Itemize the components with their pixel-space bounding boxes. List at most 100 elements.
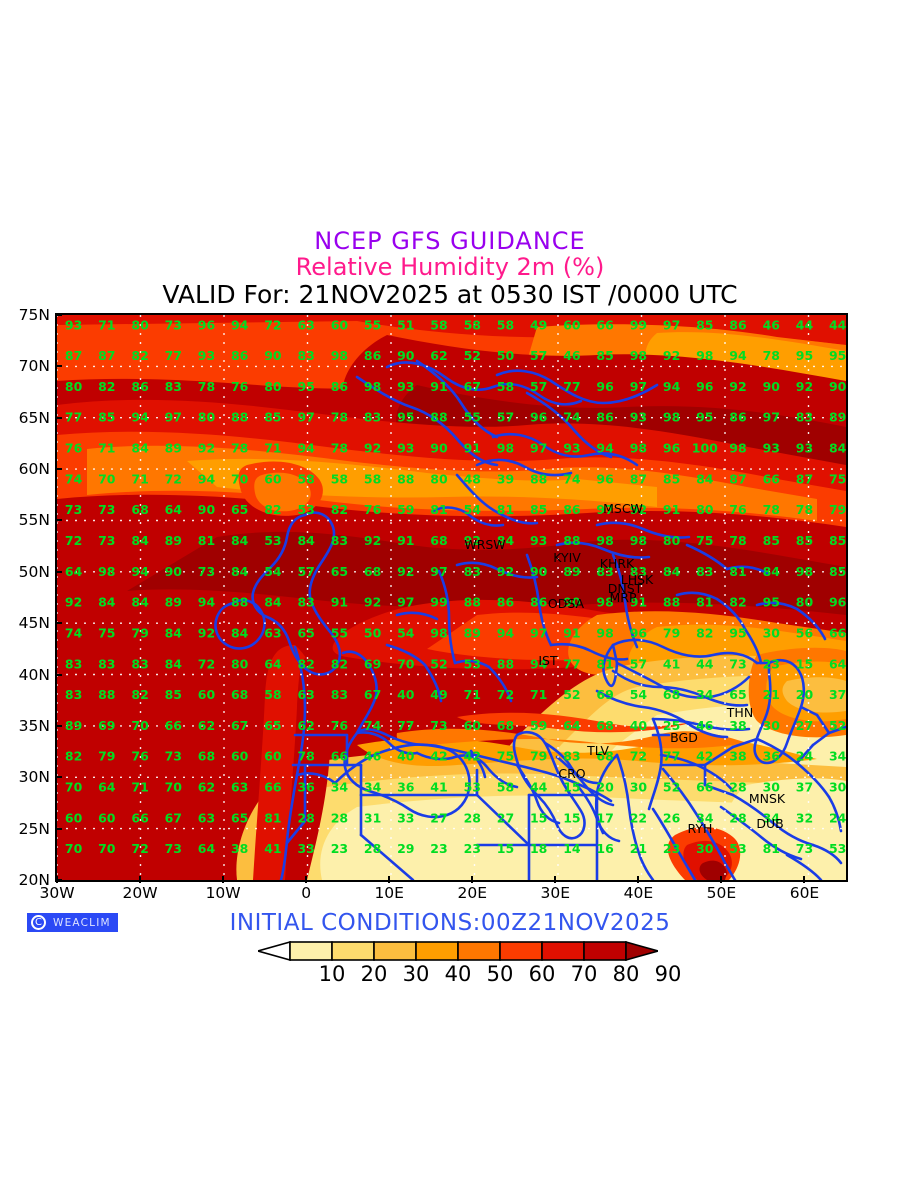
grid-value: 78 (729, 533, 746, 548)
grid-value: 51 (397, 317, 414, 332)
weaclim-logo[interactable]: C WEACLIM (27, 913, 118, 932)
grid-value: 70 (231, 471, 249, 486)
grid-value: 68 (198, 749, 215, 764)
grid-value: 74 (563, 410, 581, 425)
grid-value: 68 (231, 687, 248, 702)
grid-value: 36 (297, 780, 315, 795)
grid-value: 89 (165, 441, 182, 456)
grid-value: 97 (430, 564, 447, 579)
lon-tick (554, 876, 557, 883)
colorbar-swatch-70-80 (541, 941, 585, 961)
grid-value: 72 (198, 656, 215, 671)
colorbar-tick-70: 70 (570, 962, 598, 986)
lat-tick (55, 570, 62, 573)
grid-value: 84 (131, 533, 149, 548)
grid-value: 25 (663, 718, 680, 733)
lat-label-50N: 50N (18, 562, 50, 581)
grid-value: 84 (165, 656, 183, 671)
grid-value: 80 (65, 379, 83, 394)
grid-value: 84 (231, 533, 249, 548)
grid-value: 92 (464, 533, 481, 548)
grid-value: 97 (530, 626, 547, 641)
grid-value: 92 (364, 533, 381, 548)
grid-value: 71 (530, 687, 547, 702)
grid-value: 88 (231, 410, 248, 425)
grid-value: 44 (530, 780, 548, 795)
grid-value: 57 (530, 379, 547, 394)
grid-value: 71 (98, 317, 115, 332)
grid-value: 65 (729, 687, 746, 702)
grid-value: 82 (331, 502, 348, 517)
grid-value: 98 (630, 348, 647, 363)
map-canvas[interactable]: 93 71 80 73 96 94 72 63 60 55 51 58 58 58 49 60 66 99 97 85… (55, 313, 848, 882)
colorbar-tick-90: 90 (654, 962, 682, 986)
grid-value: 23 (763, 656, 780, 671)
grid-value: 92 (397, 564, 414, 579)
grid-value: 89 (165, 533, 182, 548)
grid-value: 71 (464, 687, 481, 702)
grid-value: 70 (131, 718, 149, 733)
grid-value: 96 (596, 471, 614, 486)
grid-value: 88 (464, 595, 481, 610)
grid-value: 85 (696, 317, 713, 332)
grid-value: 95 (297, 379, 314, 394)
grid-value: 89 (165, 595, 182, 610)
colorbar[interactable] (258, 941, 658, 961)
grid-value: 81 (430, 502, 447, 517)
grid-value: 94 (198, 471, 216, 486)
lon-label-50E: 50E (706, 884, 737, 902)
grid-value: 84 (663, 564, 681, 579)
grid-value: 92 (630, 502, 647, 517)
grid-value: 28 (729, 810, 746, 825)
city-label-tlv: TLV (586, 743, 609, 758)
grid-value: 46 (364, 749, 382, 764)
grid-value: 86 (729, 317, 747, 332)
lon-tick (637, 876, 640, 883)
grid-value: 86 (331, 379, 349, 394)
city-label-mnsk: MNSK (749, 791, 786, 806)
colorbar-tick-labels: 10 20 30 40 50 60 70 80 90 (258, 962, 682, 988)
grid-value: 85 (763, 533, 780, 548)
grid-value: 40 (630, 718, 648, 733)
grid-value: 93 (796, 441, 813, 456)
grid-value: 15 (563, 810, 580, 825)
grid-value: 93 (65, 317, 82, 332)
grid-value: 78 (198, 379, 215, 394)
grid-value: 41 (264, 841, 281, 856)
lat-label-75N: 75N (18, 306, 50, 324)
grid-value: 64 (563, 718, 581, 733)
grid-value: 89 (563, 564, 580, 579)
grid-value: 95 (696, 410, 713, 425)
grid-value: 78 (331, 441, 348, 456)
grid-value: 93 (763, 441, 780, 456)
grid-value: 44 (829, 317, 846, 332)
grid-value: 58 (331, 471, 348, 486)
lat-tick (55, 519, 62, 522)
grid-value: 82 (131, 348, 148, 363)
lon-label-0: 0 (301, 884, 312, 902)
grid-value: 46 (696, 718, 714, 733)
grid-value: 64 (165, 502, 183, 517)
grid-value: 64 (98, 780, 116, 795)
grid-value: 30 (763, 780, 781, 795)
grid-value: 63 (297, 687, 314, 702)
model-title: NCEP GFS GUIDANCE (314, 227, 586, 255)
grid-value: 87 (729, 471, 746, 486)
grid-value: 93 (397, 441, 414, 456)
grid-value: 84 (131, 441, 149, 456)
grid-value: 52 (829, 718, 846, 733)
lat-label-60N: 60N (18, 460, 50, 479)
grid-value: 84 (297, 533, 315, 548)
grid-value: 96 (829, 595, 846, 610)
grid-value: 44 (696, 656, 714, 671)
grid-value: 84 (264, 595, 282, 610)
grid-value: 98 (430, 626, 447, 641)
grid-value: 53 (829, 841, 846, 856)
grid-value: 62 (198, 718, 215, 733)
grid-value: 85 (796, 533, 813, 548)
grid-value: 58 (364, 471, 381, 486)
grid-value: 83 (796, 410, 813, 425)
grid-value: 52 (563, 687, 580, 702)
grid-value: 66 (131, 810, 149, 825)
